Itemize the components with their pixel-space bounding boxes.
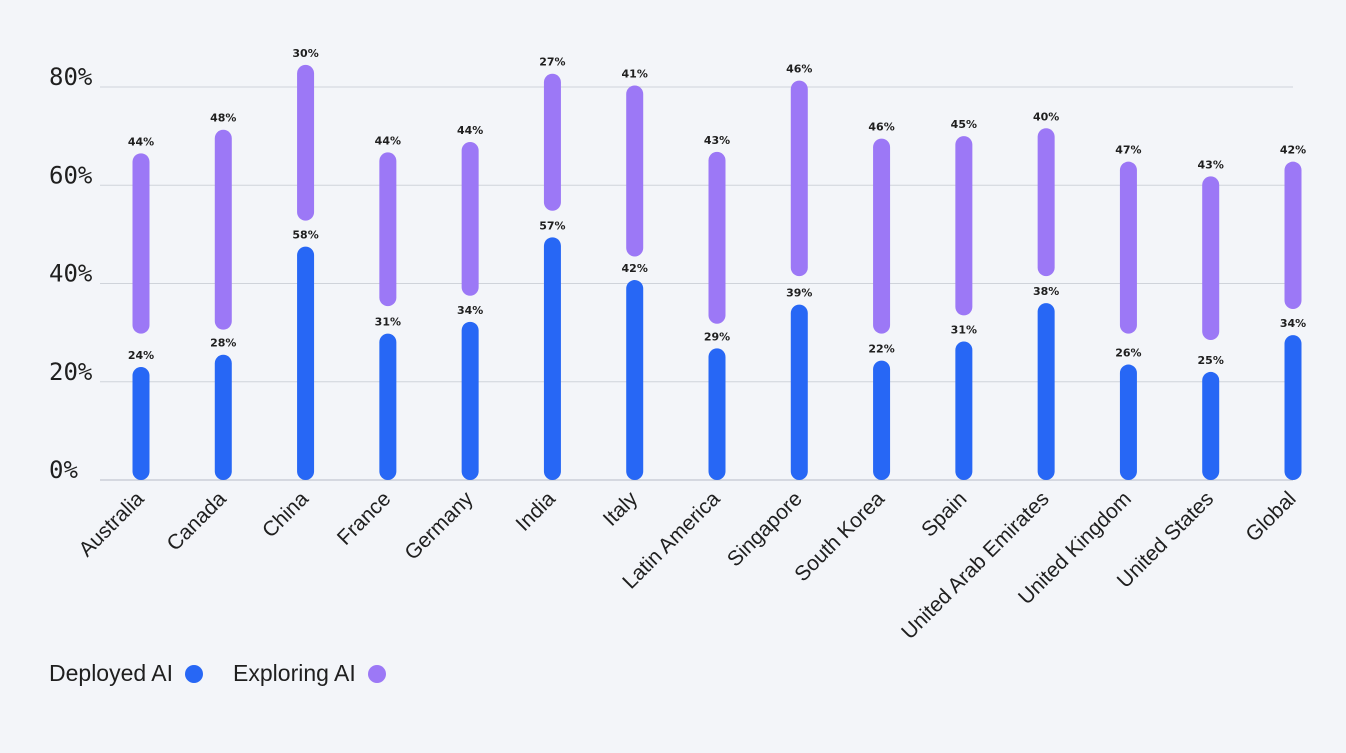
bar-exploring-australia: [132, 153, 150, 334]
category-label: Canada: [163, 487, 232, 556]
data-label-exploring: 44%: [375, 134, 401, 147]
data-label-deployed: 42%: [622, 262, 648, 275]
data-label-deployed: 58%: [292, 229, 318, 242]
y-tick-label: 20%: [49, 358, 93, 386]
legend-label-exploring: Exploring AI: [233, 660, 356, 686]
data-label-deployed: 57%: [539, 219, 565, 232]
y-tick-label: 80%: [49, 63, 93, 91]
y-tick-label: 40%: [49, 260, 93, 288]
category-label: United Arab Emirates: [897, 487, 1054, 640]
grid-lines: [100, 86, 1293, 481]
data-label-deployed: 25%: [1198, 354, 1224, 367]
legend-swatch-exploring: [367, 664, 386, 683]
data-label-exploring: 46%: [868, 121, 894, 134]
bar-exploring-germany: [461, 142, 479, 296]
bar-deployed-germany: [461, 321, 479, 480]
bar-exploring-france: [379, 152, 397, 307]
data-label-deployed: 22%: [868, 343, 894, 356]
y-tick-label: 0%: [49, 456, 78, 484]
data-label-exploring: 47%: [1115, 144, 1141, 157]
category-label: Italy: [599, 487, 643, 531]
bar-exploring-global: [1284, 161, 1302, 310]
bar-exploring-india: [543, 73, 561, 211]
bar-deployed-france: [379, 333, 397, 480]
bar-deployed-china: [297, 246, 315, 480]
bar-exploring-canada: [214, 129, 232, 330]
data-labels: 24% 44% 28% 48% 58% 30% 31% 44% 34% 44% 57% 27% 42% 4…: [128, 47, 1306, 367]
data-label-deployed: 38%: [1033, 285, 1059, 298]
data-label-exploring: 44%: [128, 135, 154, 148]
bar-exploring-united-arab-emirates: [1037, 128, 1055, 277]
bar-deployed-united-arab-emirates: [1037, 303, 1055, 480]
bar-exploring-singapore: [790, 80, 808, 277]
bar-exploring-south-korea: [873, 138, 891, 334]
legend-label-deployed: Deployed AI: [49, 660, 174, 686]
bar-deployed-singapore: [790, 304, 808, 480]
category-label: India: [511, 487, 560, 536]
data-label-exploring: 40%: [1033, 110, 1059, 123]
data-label-exploring: 43%: [1198, 158, 1224, 171]
y-tick-label: 60%: [49, 161, 93, 189]
legend-item-exploring: Exploring AI: [233, 660, 386, 687]
bar-exploring-italy: [626, 85, 644, 257]
data-label-deployed: 34%: [457, 304, 483, 317]
data-label-deployed: 34%: [1280, 317, 1306, 330]
y-axis-ticks: 0% 20% 40% 60% 80%: [49, 63, 93, 484]
bar-deployed-india: [543, 237, 561, 480]
range-bar-chart: 0% 20% 40% 60% 80% 24% 44% 28% 48% 58% 30% 31% 44% 3…: [49, 47, 1306, 640]
data-label-deployed: 29%: [704, 330, 730, 343]
legend-swatch-deployed: [185, 664, 204, 683]
bar-deployed-spain: [955, 341, 973, 480]
category-label: France: [333, 487, 395, 549]
category-label: Singapore: [723, 487, 807, 571]
bar-deployed-italy: [626, 280, 644, 480]
data-label-exploring: 30%: [292, 47, 318, 60]
category-label: Australia: [74, 487, 148, 561]
category-label: Germany: [400, 487, 478, 565]
bar-exploring-united-states: [1202, 176, 1220, 340]
bar-deployed-south-korea: [873, 360, 891, 480]
data-label-exploring: 27%: [539, 56, 565, 69]
data-label-deployed: 39%: [786, 287, 812, 300]
category-label: Global: [1241, 487, 1300, 546]
data-label-deployed: 24%: [128, 349, 154, 362]
data-label-exploring: 42%: [1280, 144, 1306, 157]
data-label-exploring: 48%: [210, 112, 236, 125]
bar-exploring-china: [297, 64, 315, 221]
data-label-exploring: 43%: [704, 134, 730, 147]
bar-deployed-united-kingdom: [1119, 364, 1137, 480]
data-label-deployed: 28%: [210, 337, 236, 350]
data-label-exploring: 45%: [951, 118, 977, 131]
data-label-exploring: 41%: [622, 68, 648, 81]
bar-deployed-global: [1284, 335, 1302, 480]
bar-deployed-australia: [132, 367, 150, 480]
bar-deployed-latin-america: [708, 348, 726, 480]
data-label-deployed: 26%: [1115, 347, 1141, 360]
bar-deployed-united-states: [1202, 371, 1220, 480]
legend-item-deployed: Deployed AI: [49, 660, 204, 687]
bar-exploring-spain: [955, 136, 973, 316]
category-label: China: [258, 487, 313, 542]
data-label-deployed: 31%: [375, 316, 401, 329]
bar-deployed-canada: [214, 354, 232, 480]
legend: Deployed AI Exploring AI: [49, 660, 416, 687]
bar-exploring-united-kingdom: [1119, 161, 1137, 334]
data-label-exploring: 44%: [457, 124, 483, 137]
data-label-deployed: 31%: [951, 323, 977, 336]
data-label-exploring: 46%: [786, 63, 812, 76]
bar-exploring-latin-america: [708, 151, 726, 324]
category-label: Spain: [917, 487, 971, 541]
x-axis-categories: Australia Canada China France Germany India It…: [74, 487, 1300, 640]
bars: [132, 64, 1302, 480]
